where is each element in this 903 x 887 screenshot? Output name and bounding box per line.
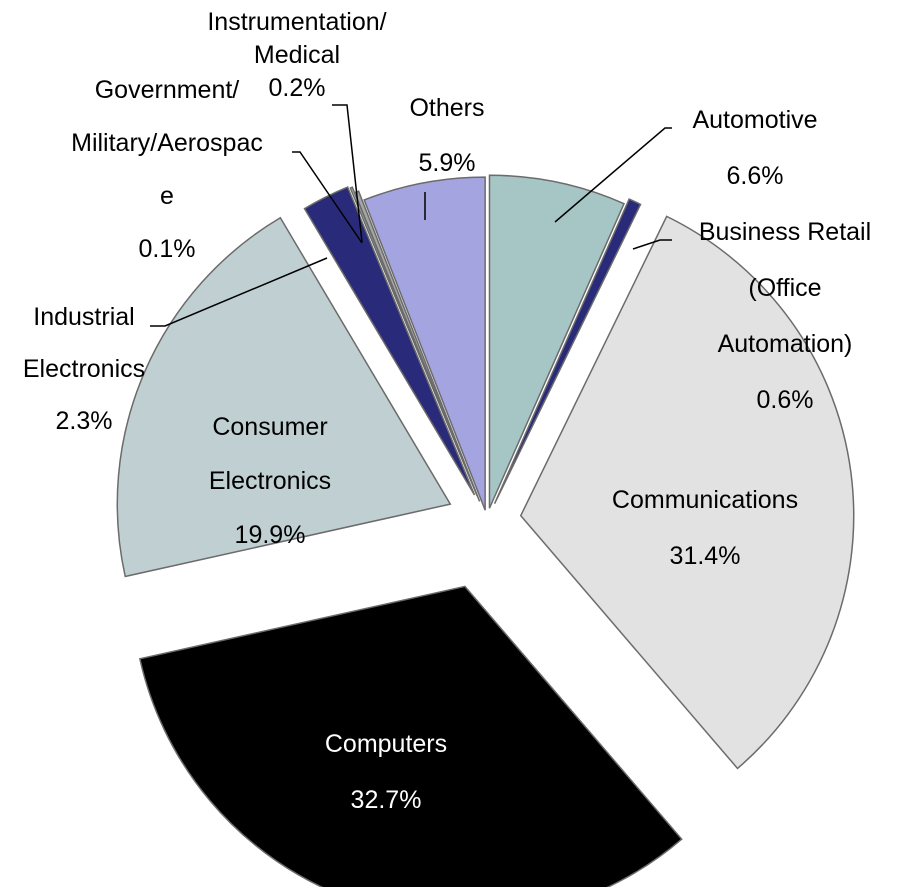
slice-consumer [116, 216, 452, 578]
leader-lines [150, 104, 672, 327]
slice-value-label: 31.4% [670, 542, 741, 570]
slice-name-label: Medical [254, 41, 340, 69]
slice-automotive [488, 174, 626, 509]
slice-name-label: Computers [325, 730, 447, 758]
leader-line [292, 151, 363, 244]
slice-name-label: Instrumentation/ [207, 8, 386, 36]
slice-name-label: (Office [748, 274, 821, 302]
slice-label: Computers 32.7% [325, 730, 447, 814]
slice-name-label: Consumer [212, 413, 327, 441]
slice-computers [138, 585, 683, 887]
slice-value-label: 5.9% [419, 149, 476, 177]
slice-name-label: Automation) [718, 330, 853, 358]
slice-industrial [303, 186, 476, 496]
slice-label: Business Retail (Office Automation) 0.6% [699, 218, 871, 414]
slice-others [363, 176, 486, 511]
slice-value-label: 19.9% [235, 521, 306, 549]
slice-business-retail [493, 198, 642, 505]
slice-value-label: 0.1% [139, 235, 196, 263]
leader-line [332, 104, 363, 243]
slice-label: Others 5.9% [409, 94, 484, 177]
slice-name-label: Automotive [692, 106, 817, 134]
slice-value-label: 0.2% [269, 74, 326, 102]
slice-name-label: Business Retail [699, 218, 871, 246]
slice-value-label: 6.6% [727, 162, 784, 190]
slice-label: Consumer Electronics 19.9% [209, 413, 331, 549]
pie-slices [116, 174, 855, 887]
slice-name-label: Government/ [95, 76, 240, 104]
slice-communications [519, 215, 855, 770]
leader-line [150, 257, 328, 327]
leader-line [632, 239, 672, 250]
slice-label: Automotive 6.6% [692, 106, 817, 190]
slice-name-label: Electronics [23, 355, 145, 383]
slice-name-label: Military/Aerospac [71, 129, 263, 157]
leader-line [554, 127, 672, 223]
slice-name-label: Industrial [33, 303, 134, 331]
slice-label: Communications 31.4% [612, 486, 798, 570]
slice-label: Industrial Electronics 2.3% [23, 303, 145, 435]
slice-name-label: e [160, 182, 174, 210]
slice-name-label: Others [409, 94, 484, 122]
slice-value-label: 2.3% [56, 407, 113, 435]
slice-label: Instrumentation/Medical 0.2% [207, 8, 386, 102]
slice-name-label: Electronics [209, 467, 331, 495]
slice-value-label: 32.7% [351, 786, 422, 814]
slice-name-label: Communications [612, 486, 798, 514]
slice-labels: Automotive 6.6% Business Retail (Office Auto… [23, 8, 871, 814]
slice-label: Government/Military/Aerospac e 0.1% [71, 76, 263, 263]
slice-value-label: 0.6% [757, 386, 814, 414]
